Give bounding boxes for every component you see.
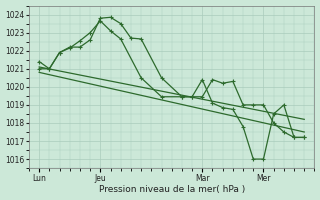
X-axis label: Pression niveau de la mer( hPa ): Pression niveau de la mer( hPa ) bbox=[99, 185, 245, 194]
